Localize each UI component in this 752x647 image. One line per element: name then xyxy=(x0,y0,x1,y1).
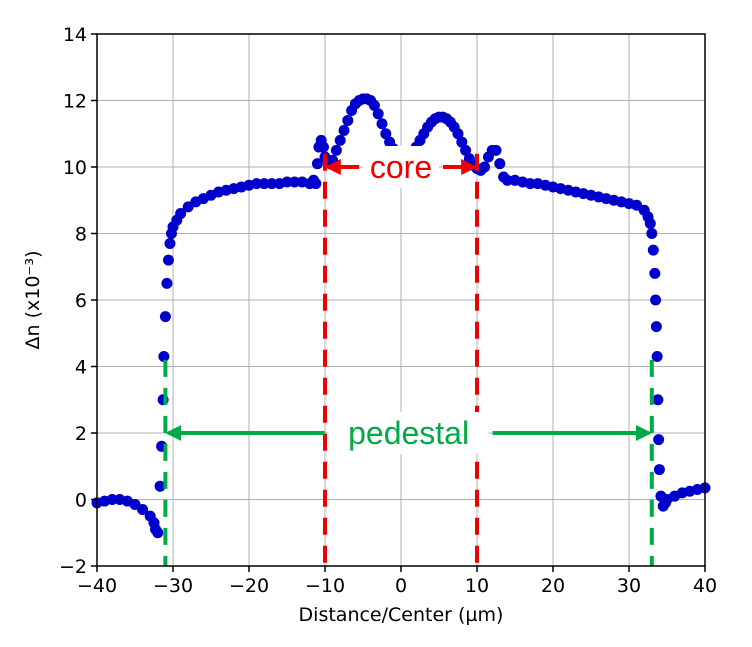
data-point xyxy=(159,311,171,323)
y-tick-label: 6 xyxy=(75,290,87,312)
data-point xyxy=(281,176,293,188)
data-point xyxy=(646,228,658,239)
x-tick-label: 30 xyxy=(617,575,641,597)
data-point xyxy=(644,218,656,230)
data-point xyxy=(494,158,506,170)
data-point xyxy=(653,434,665,446)
annotations: core pedestal xyxy=(163,146,654,566)
x-tick-label: −10 xyxy=(305,575,345,597)
data-point xyxy=(342,114,354,126)
data-point xyxy=(175,208,187,220)
y-axis-label: Δn (x10⁻³) xyxy=(22,251,44,350)
data-point xyxy=(650,294,662,306)
data-point xyxy=(338,124,350,136)
data-point xyxy=(289,176,301,188)
data-point xyxy=(372,108,384,120)
x-tick-label: 40 xyxy=(693,575,717,597)
data-point xyxy=(653,464,665,476)
y-tick-label: 4 xyxy=(75,357,87,379)
data-point xyxy=(161,277,173,289)
data-point xyxy=(266,178,278,190)
data-point xyxy=(652,394,664,406)
data-point xyxy=(152,527,164,539)
data-point xyxy=(164,237,176,249)
pedestal-label-bg xyxy=(328,412,489,454)
y-tick-label: −2 xyxy=(59,556,87,578)
data-point xyxy=(162,254,174,266)
y-tick-label: 8 xyxy=(75,224,87,246)
data-point xyxy=(452,128,464,140)
y-tick-label: 10 xyxy=(63,157,87,179)
data-point xyxy=(376,118,388,130)
data-point xyxy=(106,494,118,505)
data-point xyxy=(311,158,323,170)
data-point xyxy=(154,480,166,492)
data-point xyxy=(380,128,392,140)
data-point xyxy=(334,134,346,146)
grid xyxy=(96,33,706,567)
data-point xyxy=(456,136,468,148)
data-point xyxy=(158,351,170,363)
data-point xyxy=(137,503,149,515)
data-point xyxy=(368,99,380,111)
y-tick-label: 14 xyxy=(63,24,87,46)
data-point xyxy=(251,178,263,190)
data-points xyxy=(91,93,711,539)
data-point xyxy=(501,174,513,186)
x-tick-label: −20 xyxy=(229,575,269,597)
data-point xyxy=(650,321,662,333)
x-axis-label: Distance/Center (µm) xyxy=(299,604,504,626)
core-label-bg xyxy=(363,146,439,188)
x-tick-label: 10 xyxy=(465,575,489,597)
data-point xyxy=(460,144,472,156)
data-point xyxy=(647,244,659,256)
data-point xyxy=(330,144,342,156)
x-tick-label: 0 xyxy=(395,575,407,597)
x-tick-label: −30 xyxy=(153,575,193,597)
data-point xyxy=(479,161,491,173)
data-point xyxy=(317,141,329,153)
data-point xyxy=(524,178,536,190)
core-label: core xyxy=(370,149,432,185)
x-tick-label: 20 xyxy=(541,575,565,597)
y-tick-label: 2 xyxy=(75,423,87,445)
data-point xyxy=(490,144,502,156)
data-point xyxy=(327,154,339,166)
y-tick-label: 12 xyxy=(63,91,87,113)
data-point xyxy=(258,178,270,190)
y-tick-label: 0 xyxy=(75,490,87,512)
data-point xyxy=(651,351,663,363)
x-tick-label: −40 xyxy=(77,575,117,597)
data-point xyxy=(310,178,322,190)
pedestal-label: pedestal xyxy=(348,415,469,451)
data-point xyxy=(649,267,661,279)
